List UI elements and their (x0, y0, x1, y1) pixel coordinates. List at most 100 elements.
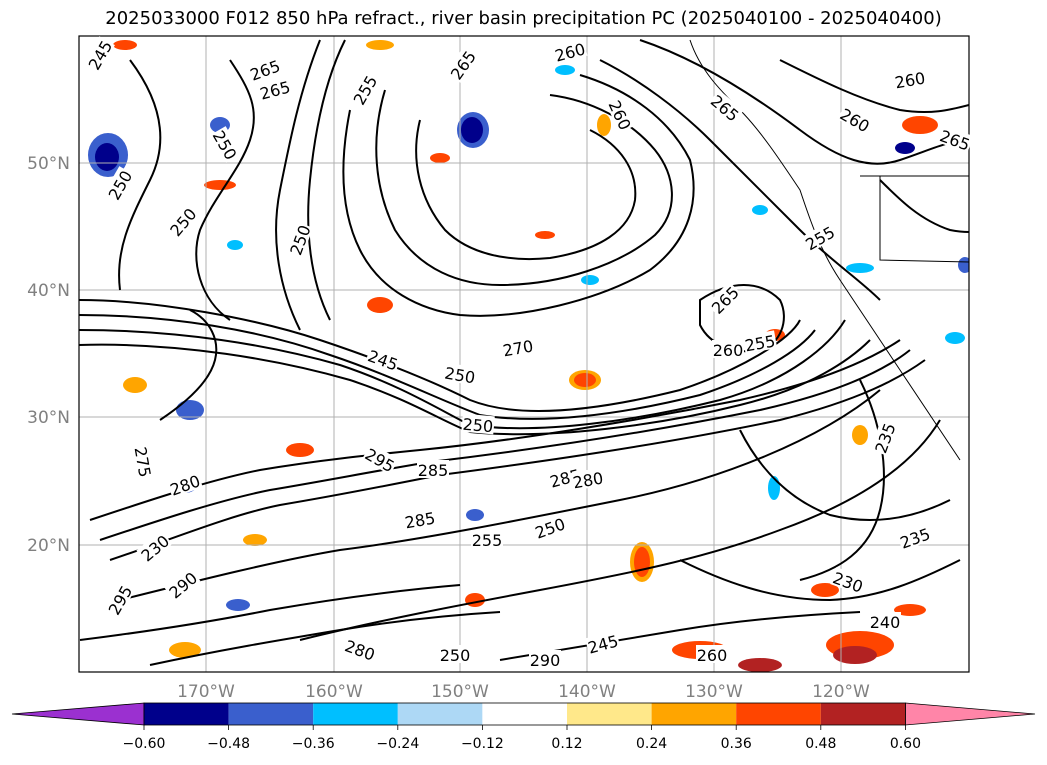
contour-label-text: 290 (530, 651, 561, 670)
lon-label-140w: 140°W (558, 682, 616, 702)
contour-label-background (210, 126, 242, 163)
colorbar-segment (736, 703, 821, 725)
negative-anomaly-patch (581, 275, 599, 285)
contour-line (679, 559, 961, 602)
contour-label-background (365, 345, 402, 373)
contour-line (299, 419, 941, 641)
contour-label-background (937, 125, 974, 153)
contour-line (599, 59, 881, 301)
contour-label-background (531, 513, 568, 541)
contour-label: 240 (869, 612, 901, 632)
colorbar-tick-label: −0.24 (376, 736, 419, 752)
contour-line (79, 299, 801, 412)
contour-line (89, 339, 901, 521)
contour-label: 270 (500, 335, 536, 361)
lon-label-160w: 160°W (305, 682, 363, 702)
colorbar-segment (228, 703, 314, 725)
contour-label: 290 (529, 650, 561, 670)
contour-line (415, 119, 637, 261)
contour-line (118, 59, 162, 291)
contour-line (195, 59, 255, 321)
contour-label-text: 250 (440, 646, 471, 665)
colorbar-right-extension (905, 702, 1036, 726)
contour-line (342, 74, 695, 317)
contour-line (149, 611, 501, 666)
negative-anomaly-patch (226, 599, 250, 611)
contour-label: 245 (584, 630, 621, 658)
contour-label-background (103, 581, 135, 618)
contour-label-background (584, 630, 621, 656)
colorbar: −0.60 −0.48 −0.36 −0.24 −0.12 0.12 0.24 … (11, 702, 1036, 752)
contour-line (79, 584, 461, 641)
colorbar-tick-label: −0.48 (207, 736, 250, 752)
lon-label-170w: 170°W (177, 682, 235, 702)
contour-label-background (461, 413, 495, 435)
positive-anomaly-patch (286, 443, 314, 457)
lat-label-40n: 40°N (27, 281, 70, 301)
contour-label-background (830, 567, 867, 595)
contour-line (799, 379, 885, 581)
contour-label-background (342, 635, 379, 663)
colorbar-segment (820, 703, 906, 725)
lat-label-30n: 30°N (27, 408, 70, 428)
contour-line (275, 39, 321, 331)
positive-anomaly-patch (574, 373, 596, 387)
contour-label-background (892, 67, 928, 91)
contour-label-background (402, 507, 438, 531)
lon-label-150w: 150°W (431, 682, 489, 702)
contour-label: 285 (417, 460, 449, 480)
contour-line (79, 314, 816, 420)
contour-label-background (712, 340, 744, 358)
contour-label: 260 (696, 645, 728, 665)
contour-label: 255 (471, 530, 503, 550)
contour-label-background (348, 71, 380, 108)
positive-anomaly-patch (634, 547, 650, 577)
negative-anomaly-patch (958, 257, 969, 273)
contour-label-background (707, 90, 744, 125)
positive-anomaly-patch (367, 297, 393, 313)
contour-label-background (742, 330, 778, 354)
contour-label-text: 255 (472, 531, 503, 550)
contour-label-text: 285 (418, 461, 449, 480)
contour-label-background (696, 645, 728, 663)
contour-label-background (570, 467, 606, 491)
colorbar-segment (313, 703, 398, 725)
negative-anomaly-patch (461, 117, 483, 143)
contour-label-background (166, 470, 203, 498)
contour-label-background (103, 166, 135, 203)
contour-line (99, 349, 911, 541)
figure-title: 2025033000 F012 850 hPa refract., river … (105, 8, 942, 29)
contour-label: 265 (256, 76, 293, 104)
contour-label-background (164, 567, 201, 602)
positive-anomaly-patch (833, 646, 877, 664)
colorbar-segment (567, 703, 652, 725)
contour-line (739, 429, 951, 521)
positive-anomaly-patch (852, 425, 868, 445)
contour-label-text: 260 (697, 646, 728, 665)
positive-anomaly-patch (169, 642, 201, 658)
contour-label-background (869, 612, 901, 630)
positive-anomaly-patch (811, 583, 839, 597)
contour-label: 250 (461, 413, 495, 436)
colorbar-left-extension (11, 702, 145, 726)
positive-anomaly-patch (204, 180, 236, 190)
negative-anomaly-patch (895, 142, 915, 154)
colorbar-frame (143, 702, 906, 726)
contour-label-background (605, 96, 636, 133)
positive-anomaly-patch (894, 604, 926, 616)
positive-anomaly-patch (738, 658, 782, 672)
contour-label-background (256, 76, 293, 102)
contour-label-background (706, 281, 742, 317)
colorbar-tick-label: 0.48 (805, 736, 836, 752)
contour-label-background (445, 46, 479, 83)
colorbar-segment (397, 703, 483, 725)
negative-anomaly-patch (945, 332, 965, 344)
lat-label-20n: 20°N (27, 536, 70, 556)
contour-label-background (801, 221, 838, 253)
contour-line (639, 39, 969, 165)
colorbar-ticks (143, 725, 906, 730)
colorbar-tick-label: −0.36 (292, 736, 335, 752)
contour-line (109, 359, 926, 561)
contour-label: 285 (402, 507, 438, 533)
